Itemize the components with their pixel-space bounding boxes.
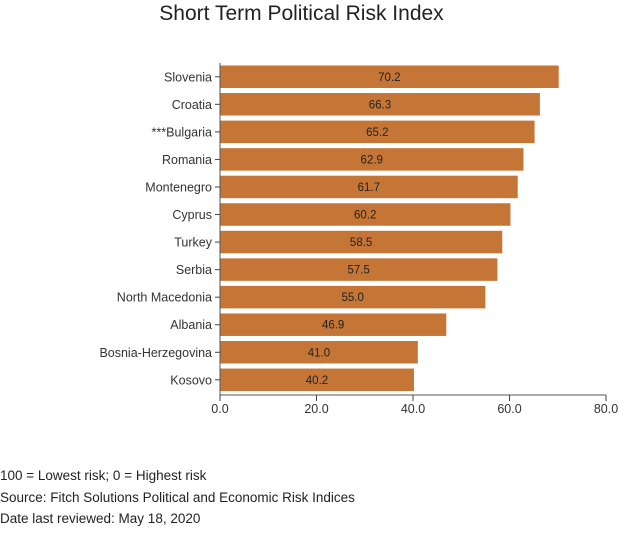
bar-value-label: 65.2	[366, 127, 388, 139]
bar-value-label: 70.2	[378, 72, 400, 84]
bar-albania	[220, 313, 447, 336]
bar-slovenia	[220, 65, 559, 88]
x-tick-label: 20.0	[304, 402, 328, 416]
category-label: Bosnia-Herzegovina	[99, 346, 212, 360]
bar-croatia	[220, 93, 540, 116]
bar-montenegro	[220, 175, 518, 199]
category-label: Croatia	[172, 98, 212, 112]
category-label: Turkey	[174, 236, 212, 250]
bar-serbia	[220, 258, 498, 281]
bar-romania	[220, 148, 524, 171]
bar-value-label: 46.9	[322, 320, 344, 332]
category-label: North Macedonia	[117, 291, 212, 305]
bar-value-label: 41.0	[308, 347, 330, 359]
category-label: Romania	[162, 153, 212, 167]
x-tick-label: 80.0	[594, 402, 618, 416]
bar-cyprus	[220, 203, 511, 226]
bar-turkey	[220, 230, 503, 254]
note-risk-scale: 100 = Lowest risk; 0 = Highest risk	[0, 468, 207, 483]
category-label: Cyprus	[172, 208, 212, 222]
category-label: Kosovo	[170, 373, 212, 387]
bar-value-label: 66.3	[369, 99, 391, 111]
bar-value-label: 62.9	[361, 154, 383, 166]
category-label: Albania	[170, 318, 212, 332]
category-label: Serbia	[176, 263, 212, 277]
bar-north-macedonia	[220, 285, 486, 309]
category-label: Montenegro	[145, 180, 212, 194]
chart-title: Short Term Political Risk Index	[159, 2, 444, 25]
bar-value-label: 60.2	[354, 210, 376, 222]
chart-notes: 100 = Lowest risk; 0 = Highest risk Sour…	[0, 465, 355, 530]
bar-bosnia-herzegovina	[220, 341, 418, 364]
x-tick-label: 40.0	[401, 402, 425, 416]
bar-value-label: 61.7	[358, 182, 380, 194]
x-tick-label: 60.0	[497, 402, 521, 416]
note-date-reviewed: Date last reviewed: May 18, 2020	[0, 511, 201, 526]
bar-value-label: 40.2	[306, 375, 328, 387]
category-label: ***Bulgaria	[152, 125, 213, 139]
x-tick-label: 0.0	[211, 402, 228, 416]
note-source: Source: Fitch Solutions Political and Ec…	[0, 489, 355, 505]
category-label: Slovenia	[164, 70, 212, 84]
bar-value-label: 57.5	[348, 265, 370, 277]
bar-bulgaria	[220, 120, 535, 144]
bar-value-label: 55.0	[341, 292, 363, 304]
bar-kosovo	[220, 368, 414, 392]
bar-value-label: 58.5	[350, 237, 372, 249]
